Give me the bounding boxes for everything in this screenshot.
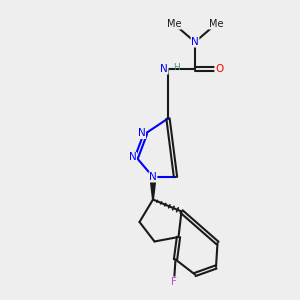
Text: H: H xyxy=(173,63,180,72)
Text: N: N xyxy=(138,128,146,139)
Text: F: F xyxy=(171,277,177,287)
Text: Me: Me xyxy=(167,19,181,29)
Text: N: N xyxy=(160,64,168,74)
Text: N: N xyxy=(129,152,136,163)
Text: N: N xyxy=(149,172,157,182)
Text: O: O xyxy=(215,64,223,74)
Text: Me: Me xyxy=(209,19,223,29)
Polygon shape xyxy=(150,177,156,200)
Text: N: N xyxy=(191,37,199,47)
